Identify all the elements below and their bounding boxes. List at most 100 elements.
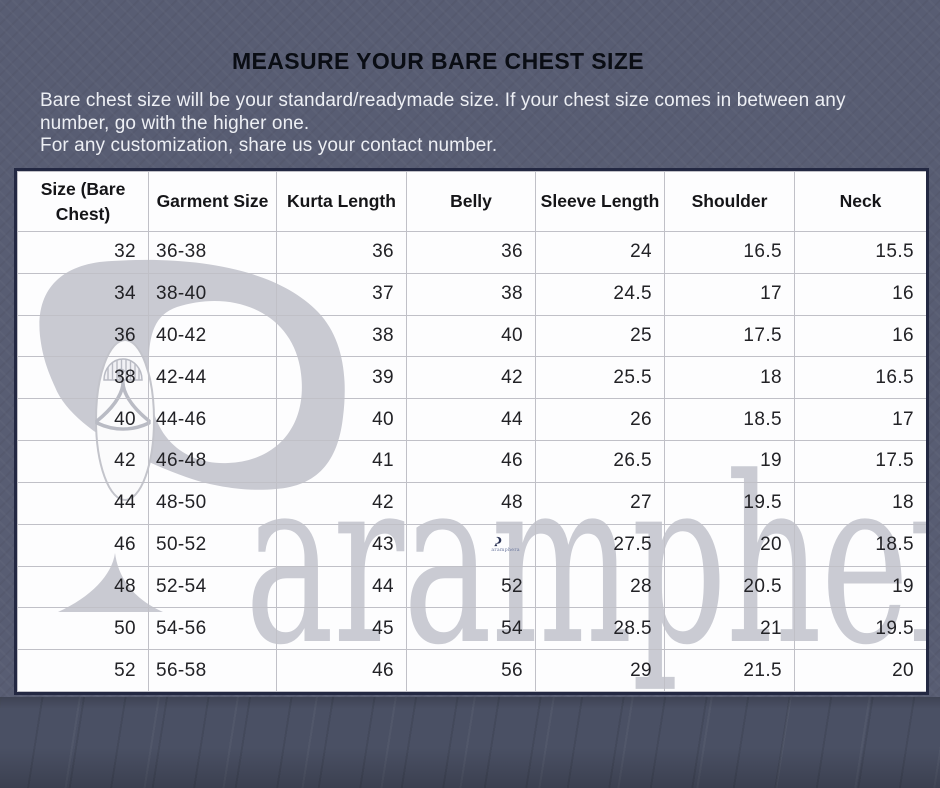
- size-chart-body: 32 36-38 36 36 24 16.5 15.5 34 38-40 37 38 24.5 17 16…: [17, 231, 926, 692]
- size-cell: 46: [276, 649, 407, 692]
- intro-text-line: For any customization, share us your con…: [40, 135, 498, 156]
- intro-text-line: Bare chest size will be your standard/re…: [40, 90, 846, 111]
- size-cell: 42-44: [148, 356, 277, 400]
- column-header: Shoulder: [664, 171, 795, 232]
- size-cell: 36: [276, 231, 407, 274]
- table-row: 40 44-46 40 44 26 18.5 17: [17, 398, 926, 442]
- size-cell: 40: [406, 314, 536, 358]
- intro-text: Bare chest size will be your standard/re…: [40, 90, 846, 158]
- size-cell: 40: [17, 398, 149, 442]
- size-cell: 48-50: [148, 481, 277, 525]
- table-row: 52 56-58 46 56 29 21.5 20: [17, 649, 926, 692]
- size-cell: 18.5: [794, 523, 926, 567]
- column-header: Sleeve Length: [535, 171, 665, 232]
- size-cell: 44-46: [148, 398, 277, 442]
- size-cell: 56-58: [148, 649, 277, 692]
- size-cell: 39: [276, 356, 407, 400]
- size-chart: Size (Bare Chest) Garment Size Kurta Lengt…: [17, 171, 926, 692]
- size-cell: 17.5: [794, 440, 926, 483]
- table-row: 46 50-52 43 aramphera 27.5 20 18.5: [17, 523, 926, 567]
- size-cell: 17.5: [664, 314, 795, 358]
- size-cell: 38: [276, 314, 407, 358]
- size-cell: 48: [406, 481, 536, 525]
- size-cell: 48: [17, 565, 149, 609]
- size-cell: 19.5: [664, 481, 795, 525]
- size-cell: 28.5: [535, 607, 665, 651]
- size-cell: 40: [276, 398, 407, 442]
- size-cell: 18: [664, 356, 795, 400]
- size-cell: 41: [276, 440, 407, 483]
- size-cell: 38: [17, 356, 149, 400]
- size-cell: 52-54: [148, 565, 277, 609]
- size-cell: 44: [276, 565, 407, 609]
- size-cell: 34: [17, 272, 149, 316]
- size-cell: 18.5: [664, 398, 795, 442]
- table-row: 42 46-48 41 46 26.5 19 17.5: [17, 440, 926, 483]
- column-header: Garment Size: [148, 171, 277, 232]
- size-cell: 44: [17, 481, 149, 525]
- size-cell: 54: [406, 607, 536, 651]
- column-header: Belly: [406, 171, 536, 232]
- size-cell: 21: [664, 607, 795, 651]
- column-header: Size (Bare Chest): [17, 171, 149, 232]
- size-cell: 45: [276, 607, 407, 651]
- size-cell: 19.5: [794, 607, 926, 651]
- size-cell: 20: [664, 523, 795, 567]
- table-row: 36 40-42 38 40 25 17.5 16: [17, 314, 926, 358]
- size-cell: 32: [17, 231, 149, 274]
- size-cell: 19: [664, 440, 795, 483]
- table-row: 48 52-54 44 52 28 20.5 19: [17, 565, 926, 609]
- size-cell: 42: [17, 440, 149, 483]
- size-cell: 18: [794, 481, 926, 525]
- size-cell: 46: [17, 523, 149, 567]
- size-cell: 42: [406, 356, 536, 400]
- size-cell: 17: [664, 272, 795, 316]
- page-title: MEASURE YOUR BARE CHEST SIZE: [231, 48, 645, 74]
- table-row: 34 38-40 37 38 24.5 17 16: [17, 272, 926, 316]
- size-chart-table: aramphera Size (Bare Chest)Garment SizeK…: [14, 168, 929, 695]
- size-cell: 25.5: [535, 356, 665, 400]
- column-header: Neck: [794, 171, 926, 232]
- size-cell: 24.5: [535, 272, 665, 316]
- size-cell: 17: [794, 398, 926, 442]
- column-header: Kurta Length: [276, 171, 407, 232]
- size-cell: 36-38: [148, 231, 277, 274]
- size-cell: 52: [17, 649, 149, 692]
- size-cell: 24: [535, 231, 665, 274]
- size-cell: 42: [276, 481, 407, 525]
- intro-text-line: number, go with the higher one.: [40, 112, 310, 134]
- backdrop-floor: [0, 697, 940, 788]
- table-row: 44 48-50 42 48 27 19.5 18: [17, 481, 926, 525]
- aramphera-mini-logo: aramphera: [491, 536, 520, 554]
- size-cell: 16.5: [664, 231, 795, 274]
- table-row: 50 54-56 45 54 28.5 21 19.5: [17, 607, 926, 651]
- size-cell: 43: [276, 523, 407, 567]
- size-cell: 16: [794, 272, 926, 316]
- size-cell: 15.5: [794, 231, 926, 274]
- size-cell: 50-52: [148, 523, 277, 567]
- size-cell: 20: [794, 649, 926, 692]
- size-cell: 29: [535, 649, 665, 692]
- size-cell: 27.5: [535, 523, 665, 567]
- size-cell: 36: [17, 314, 149, 358]
- table-row: 32 36-38 36 36 24 16.5 15.5: [17, 231, 926, 274]
- size-cell: 27: [535, 481, 665, 525]
- size-cell: 38: [406, 272, 536, 316]
- size-cell: 37: [276, 272, 407, 316]
- size-cell: 26: [535, 398, 665, 442]
- size-cell: 50: [17, 607, 149, 651]
- size-cell: 46: [406, 440, 536, 483]
- size-cell: aramphera: [406, 523, 536, 567]
- size-cell: 52: [406, 565, 536, 609]
- table-row: 38 42-44 39 42 25.5 18 16.5: [17, 356, 926, 400]
- size-cell: 16: [794, 314, 926, 358]
- size-cell: 28: [535, 565, 665, 609]
- size-cell: 26.5: [535, 440, 665, 483]
- size-chart-header: Size (Bare Chest) Garment Size Kurta Lengt…: [17, 171, 926, 232]
- size-cell: 20.5: [664, 565, 795, 609]
- size-cell: 38-40: [148, 272, 277, 316]
- size-cell: 21.5: [664, 649, 795, 692]
- size-cell: 44: [406, 398, 536, 442]
- size-cell: 25: [535, 314, 665, 358]
- size-cell: 46-48: [148, 440, 277, 483]
